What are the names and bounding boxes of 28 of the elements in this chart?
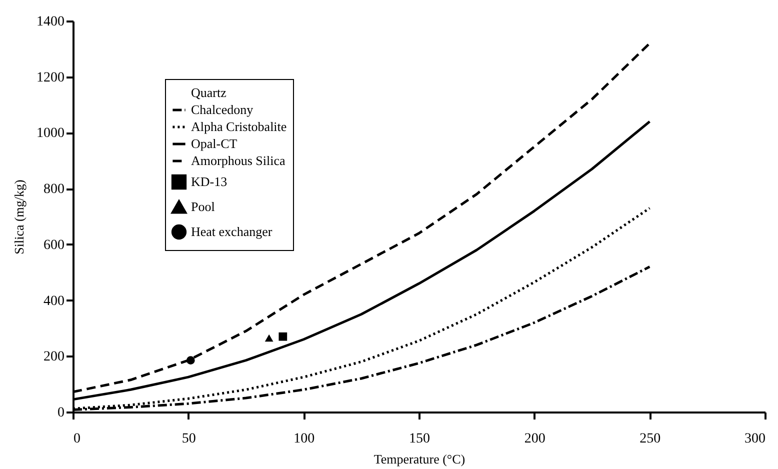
legend-label: Chalcedony xyxy=(191,102,254,117)
legend-label: Alpha Cristobalite xyxy=(191,119,287,134)
x-tick-label: 200 xyxy=(524,432,546,446)
y-axis-title: Silica (mg/kg) xyxy=(12,180,26,254)
legend-label: Amorphous Silica xyxy=(191,153,286,168)
text: Quartz xyxy=(191,85,227,100)
y-tick-label: 1200 xyxy=(36,70,64,86)
y-tick-label: 1400 xyxy=(36,14,64,30)
x-tick-label: 150 xyxy=(409,432,430,446)
y-tick-label: 1000 xyxy=(36,126,64,142)
legend-label: Opal-CT xyxy=(191,136,238,151)
point xyxy=(278,332,288,341)
x-tick-label: 50 xyxy=(182,432,196,446)
x-tick-label: 250 xyxy=(640,432,661,446)
point xyxy=(264,334,274,342)
y-tick-label: 400 xyxy=(44,294,64,309)
x-tick-label: 100 xyxy=(294,432,315,446)
y-tick-label: 200 xyxy=(44,350,64,365)
y-tick-label: 600 xyxy=(44,238,64,253)
legend-label: Heat exchanger xyxy=(191,224,273,239)
x-axis-title: Temperature (°C) xyxy=(374,452,466,466)
x-tick-label: 300 xyxy=(744,432,766,446)
y-tick-label: 800 xyxy=(44,182,64,198)
legend-label: KD-13 xyxy=(191,174,228,189)
point xyxy=(186,356,195,365)
y-tick-label: 0 xyxy=(58,406,64,420)
x-tick-label: 0 xyxy=(74,432,80,446)
legend-label: Pool xyxy=(191,199,216,214)
